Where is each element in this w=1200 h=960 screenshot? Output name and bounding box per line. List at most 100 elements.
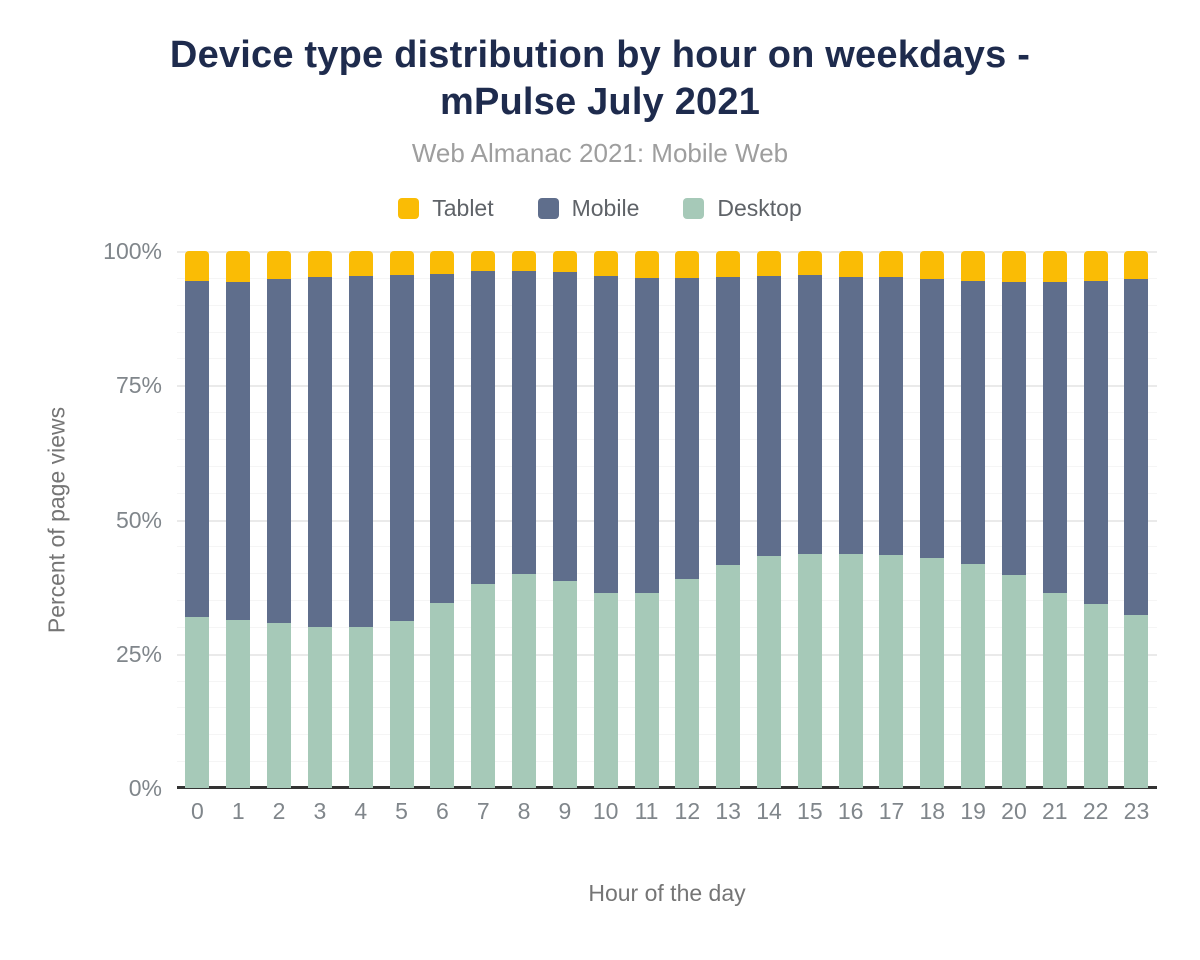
bar-segment-desktop <box>226 620 251 788</box>
bar-segment-desktop <box>593 592 618 788</box>
bar-segment-mobile <box>716 277 741 565</box>
x-tick-label-20: 20 <box>1001 798 1027 824</box>
bar-segment-tablet <box>307 251 332 278</box>
bar-segment-mobile <box>1001 282 1026 576</box>
gridline-minor <box>177 707 1157 709</box>
bar-hour-1 <box>226 251 251 788</box>
bar-segment-desktop <box>348 627 373 788</box>
bar-hour-23 <box>1124 251 1149 788</box>
bar-segment-desktop <box>552 580 577 788</box>
bar-segment-desktop <box>634 592 659 788</box>
bar-segment-mobile <box>1042 281 1067 593</box>
bar-segment-mobile <box>552 272 577 581</box>
bar-segment-tablet <box>920 251 945 279</box>
bar-slot-hour-9 <box>544 251 585 788</box>
bar-segment-desktop <box>838 554 863 788</box>
bar-hour-4 <box>348 251 373 788</box>
bar-segment-tablet <box>348 251 373 276</box>
bar-segment-mobile <box>920 278 945 559</box>
bar-segment-mobile <box>593 275 618 593</box>
bar-segment-desktop <box>1042 592 1067 788</box>
y-tick-label-50pct: 50% <box>115 506 162 533</box>
bar-segment-mobile <box>879 277 904 556</box>
bar-segment-desktop <box>471 584 496 788</box>
legend-label: Tablet <box>432 195 494 221</box>
bar-hour-10 <box>593 251 618 788</box>
y-tick-label-100pct: 100% <box>103 238 162 264</box>
gridline-minor <box>177 680 1157 682</box>
bar-segment-desktop <box>1001 575 1026 788</box>
bar-segment-tablet <box>757 251 781 276</box>
x-tick-label-4: 4 <box>354 798 368 824</box>
bar-segment-desktop <box>1124 614 1149 788</box>
bar-segment-tablet <box>1083 251 1108 282</box>
bar-segment-mobile <box>675 277 700 579</box>
gridline-minor <box>177 277 1157 279</box>
bar-segment-mobile <box>226 281 251 621</box>
bar-segment-desktop <box>512 574 537 788</box>
gridline-minor <box>177 331 1157 333</box>
bar-slot-hour-6 <box>422 251 463 788</box>
bar-slot-hour-1 <box>218 251 259 788</box>
x-tick-label-12: 12 <box>674 798 701 824</box>
bar-segment-tablet <box>634 251 659 278</box>
y-tick-label-25pct: 25% <box>115 640 162 667</box>
gridline-major <box>177 653 1157 656</box>
bar-hour-6 <box>430 251 455 788</box>
y-tick-label-75pct: 75% <box>115 372 162 399</box>
x-tick-label-21: 21 <box>1042 798 1068 824</box>
bar-hour-3 <box>307 251 332 788</box>
bar-segment-tablet <box>1001 251 1026 283</box>
legend-swatch-mobile <box>537 198 559 219</box>
x-tick-label-16: 16 <box>837 798 864 824</box>
bar-slot-hour-11 <box>626 251 667 788</box>
bar-slot-hour-17 <box>871 251 912 788</box>
bar-slot-hour-14 <box>749 251 790 788</box>
bar-hour-12 <box>675 251 700 788</box>
gridline-minor <box>177 465 1157 467</box>
chart-title-line-2: mPulse July 2021 <box>439 81 761 123</box>
bar-slot-hour-0 <box>177 251 218 788</box>
bar-segment-tablet <box>879 251 904 278</box>
bars-container <box>177 251 1157 788</box>
plot-area <box>177 251 1157 789</box>
gridline-minor <box>177 438 1157 440</box>
legend-label: Desktop <box>717 195 802 221</box>
bar-hour-13 <box>716 251 741 788</box>
x-tick-label-5: 5 <box>395 798 408 824</box>
bar-segment-desktop <box>961 563 986 788</box>
bar-slot-hour-15 <box>789 251 830 788</box>
bar-segment-tablet <box>389 251 414 275</box>
bar-segment-desktop <box>675 578 700 788</box>
bar-hour-16 <box>838 251 863 788</box>
bar-segment-mobile <box>838 276 863 555</box>
gridline-minor <box>177 546 1157 548</box>
x-tick-label-10: 10 <box>592 798 619 824</box>
x-tick-label-6: 6 <box>435 798 449 824</box>
x-tick-label-17: 17 <box>878 798 905 824</box>
gridline-minor <box>177 626 1157 628</box>
gridline-minor <box>177 412 1157 414</box>
bar-hour-21 <box>1042 251 1067 788</box>
bar-segment-tablet <box>593 251 618 276</box>
bar-segment-mobile <box>1124 279 1149 615</box>
gridline-minor <box>177 358 1157 360</box>
bar-slot-hour-3 <box>299 251 340 788</box>
bar-slot-hour-2 <box>259 251 300 788</box>
bar-hour-5 <box>389 251 414 788</box>
bar-slot-hour-10 <box>585 251 626 788</box>
bar-hour-20 <box>1001 251 1026 788</box>
bar-segment-mobile <box>512 270 537 575</box>
bar-segment-desktop <box>879 555 904 788</box>
bar-slot-hour-5 <box>381 251 422 788</box>
bar-hour-17 <box>879 251 904 788</box>
bar-segment-desktop <box>797 553 822 788</box>
bar-segment-tablet <box>267 251 292 280</box>
bar-segment-desktop <box>430 602 455 788</box>
x-tick-label-22: 22 <box>1082 798 1109 824</box>
y-tick-label-0pct: 0% <box>128 775 162 801</box>
gridline-major <box>177 385 1157 388</box>
bar-hour-15 <box>797 251 822 788</box>
bar-slot-hour-16 <box>830 251 871 788</box>
bar-segment-tablet <box>1124 251 1149 280</box>
